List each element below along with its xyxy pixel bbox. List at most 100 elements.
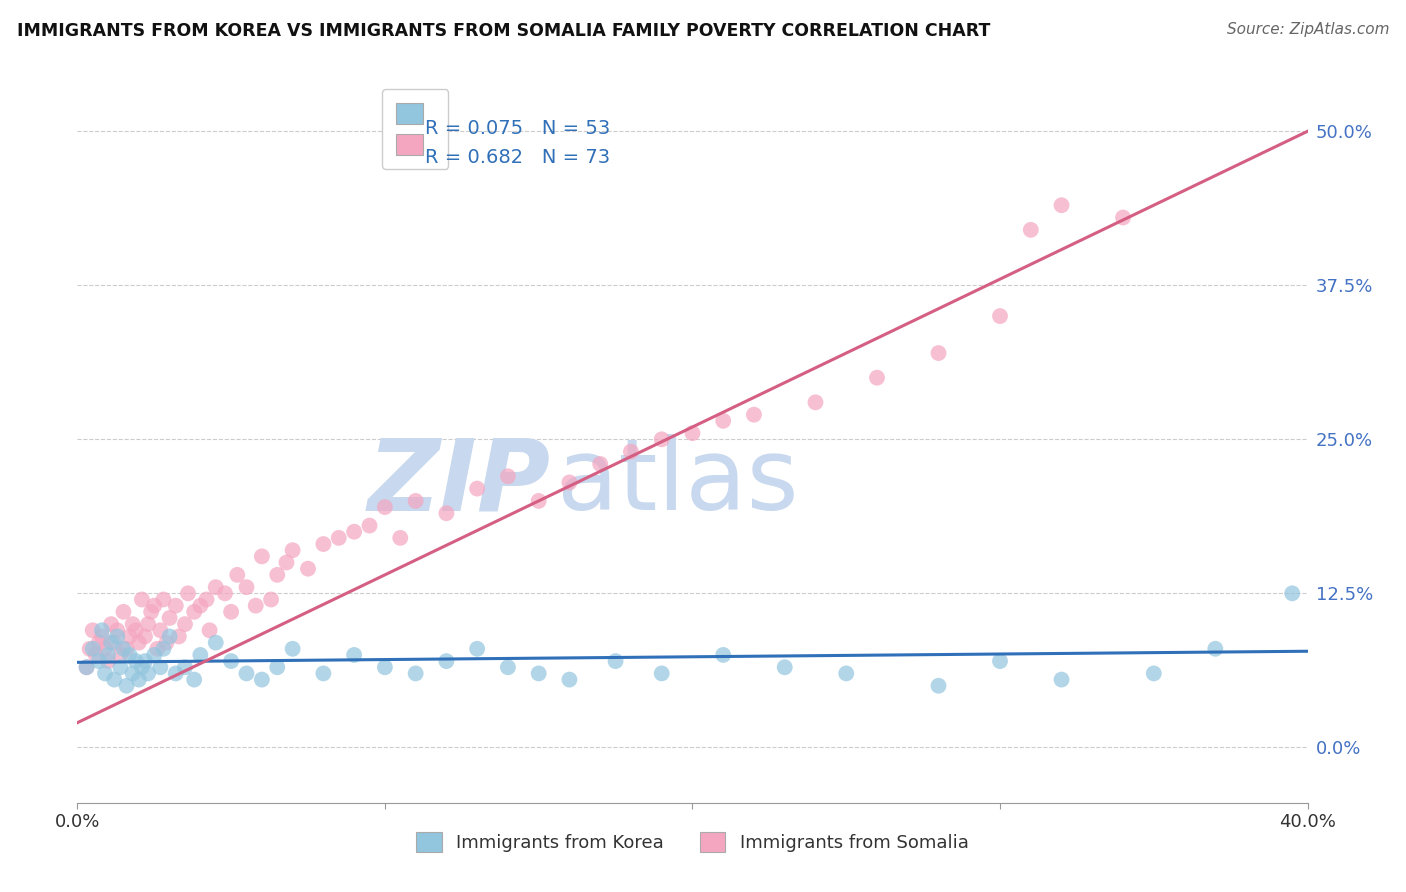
Point — [159, 630, 181, 644]
Point — [245, 599, 267, 613]
Point — [118, 630, 141, 644]
Point — [125, 654, 148, 668]
Point — [558, 475, 581, 490]
Text: atlas: atlas — [557, 434, 799, 532]
Point — [219, 605, 242, 619]
Point — [620, 444, 643, 458]
Point — [405, 494, 427, 508]
Point — [136, 666, 159, 681]
Point — [128, 635, 150, 649]
Point — [76, 660, 98, 674]
Text: Source: ZipAtlas.com: Source: ZipAtlas.com — [1226, 22, 1389, 37]
Point — [121, 666, 143, 681]
Point — [1019, 223, 1042, 237]
Point — [188, 599, 212, 613]
Point — [118, 648, 141, 662]
Point — [266, 660, 288, 674]
Legend: Immigrants from Korea, Immigrants from Somalia: Immigrants from Korea, Immigrants from S… — [409, 825, 976, 859]
Point — [1143, 666, 1166, 681]
Point — [152, 592, 174, 607]
Point — [131, 660, 153, 674]
Text: IMMIGRANTS FROM KOREA VS IMMIGRANTS FROM SOMALIA FAMILY POVERTY CORRELATION CHAR: IMMIGRANTS FROM KOREA VS IMMIGRANTS FROM… — [17, 22, 990, 40]
Point — [115, 679, 138, 693]
Point — [125, 624, 148, 638]
Point — [149, 660, 172, 674]
Point — [496, 469, 519, 483]
Point — [374, 660, 396, 674]
Point — [312, 537, 335, 551]
Point — [651, 666, 673, 681]
Point — [87, 654, 110, 668]
Point — [94, 666, 117, 681]
Text: R = 0.075   N = 53: R = 0.075 N = 53 — [426, 119, 610, 137]
Point — [405, 666, 427, 681]
Point — [121, 617, 143, 632]
Point — [105, 630, 128, 644]
Point — [204, 635, 226, 649]
Point — [82, 641, 104, 656]
Point — [343, 648, 366, 662]
Point — [436, 506, 458, 520]
Point — [866, 370, 889, 384]
Point — [97, 654, 120, 668]
Point — [149, 624, 172, 638]
Point — [343, 524, 366, 539]
Point — [110, 660, 132, 674]
Point — [558, 673, 581, 687]
Point — [165, 666, 187, 681]
Point — [84, 648, 107, 662]
Point — [359, 518, 381, 533]
Point — [496, 660, 519, 674]
Point — [711, 414, 734, 428]
Point — [312, 666, 335, 681]
Point — [235, 580, 257, 594]
Point — [297, 562, 319, 576]
Point — [183, 673, 205, 687]
Point — [281, 641, 304, 656]
Point — [195, 592, 218, 607]
Point — [82, 624, 104, 638]
Point — [711, 648, 734, 662]
Point — [436, 654, 458, 668]
Point — [219, 654, 242, 668]
Point — [928, 346, 950, 360]
Point — [90, 630, 114, 644]
Point — [105, 624, 128, 638]
Point — [167, 630, 190, 644]
Point — [804, 395, 827, 409]
Point — [1050, 673, 1073, 687]
Point — [146, 641, 169, 656]
Point — [235, 666, 257, 681]
Point — [773, 660, 796, 674]
Point — [159, 611, 181, 625]
Point — [928, 679, 950, 693]
Point — [155, 635, 177, 649]
Text: R = 0.682   N = 73: R = 0.682 N = 73 — [426, 148, 610, 167]
Point — [250, 549, 273, 564]
Point — [128, 673, 150, 687]
Point — [143, 599, 166, 613]
Point — [115, 641, 138, 656]
Point — [276, 556, 298, 570]
Point — [328, 531, 350, 545]
Point — [103, 673, 125, 687]
Point — [134, 630, 156, 644]
Point — [100, 635, 122, 649]
Point — [835, 666, 858, 681]
Point — [112, 605, 135, 619]
Point — [165, 599, 187, 613]
Point — [76, 660, 98, 674]
Point — [134, 654, 156, 668]
Point — [465, 482, 488, 496]
Point — [177, 586, 200, 600]
Point — [260, 592, 283, 607]
Point — [266, 567, 288, 582]
Point — [143, 648, 166, 662]
Point — [465, 641, 488, 656]
Point — [174, 617, 197, 632]
Point — [682, 426, 704, 441]
Point — [988, 309, 1011, 323]
Point — [1050, 198, 1073, 212]
Text: ZIP: ZIP — [368, 434, 551, 532]
Point — [131, 592, 153, 607]
